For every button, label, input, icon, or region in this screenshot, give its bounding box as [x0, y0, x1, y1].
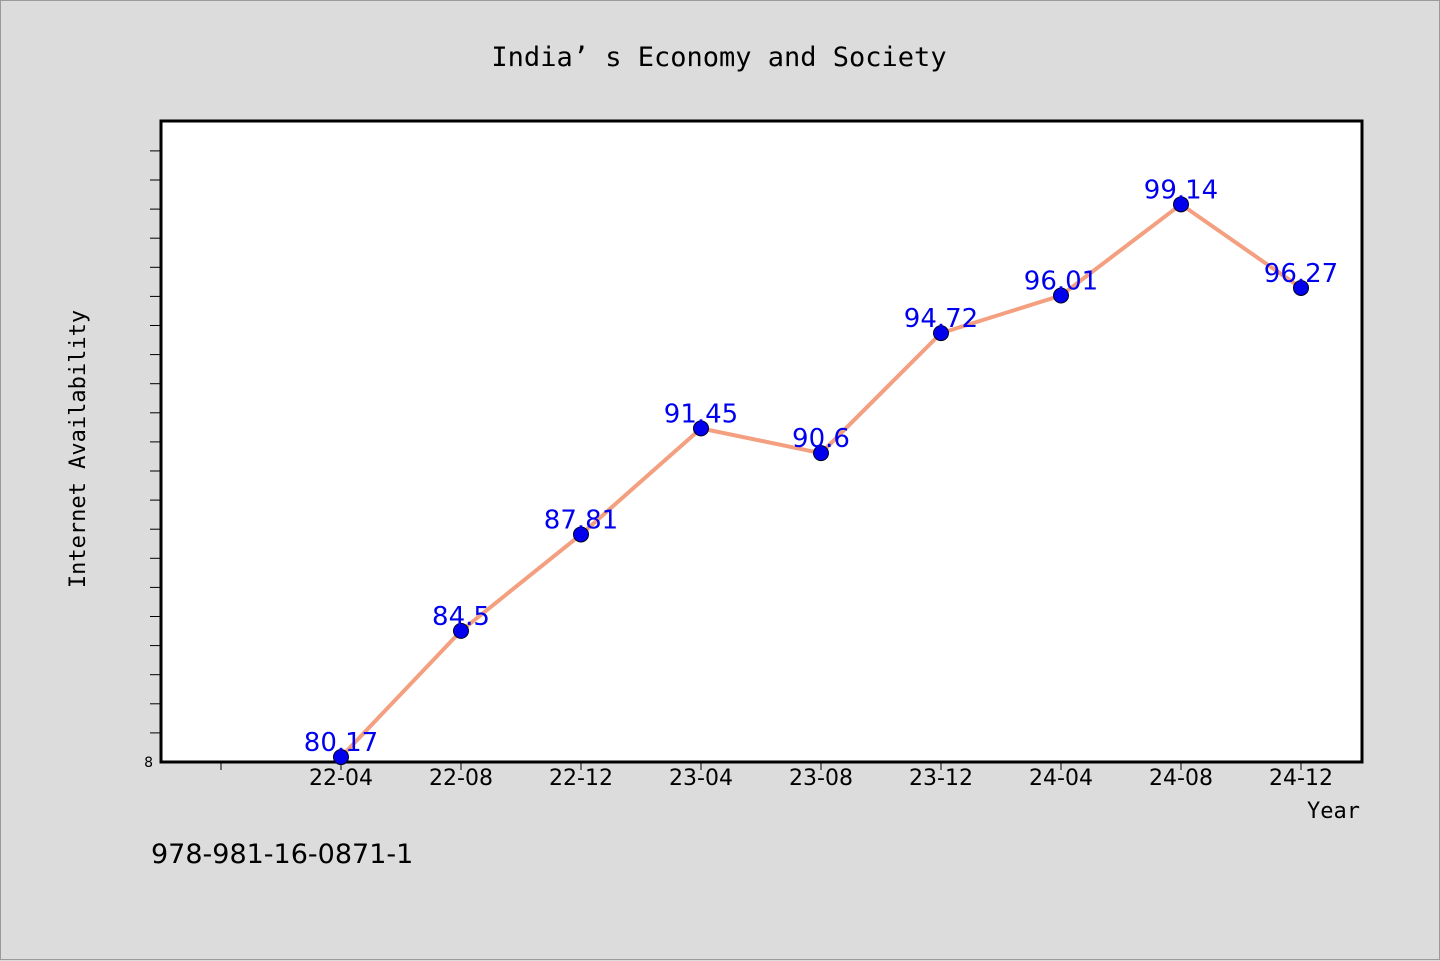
- data-label: 87.81: [544, 505, 618, 535]
- data-point: [1173, 196, 1189, 213]
- data-label: 84.5: [432, 602, 490, 632]
- data-point: [1053, 287, 1069, 304]
- data-label: 91.45: [664, 399, 738, 429]
- data-point: [933, 325, 949, 342]
- footnote: 978-981-16-0871-1: [151, 839, 413, 870]
- x-tick-label: 23-12: [909, 766, 973, 791]
- data-point: [693, 420, 709, 437]
- x-axis-label: Year: [1307, 799, 1360, 824]
- x-tick-label: 23-08: [789, 766, 853, 791]
- data-point: [1293, 279, 1309, 296]
- data-point: [573, 526, 589, 543]
- data-label: 94.72: [904, 304, 978, 334]
- data-label: 96.27: [1264, 259, 1338, 289]
- data-label: 90.6: [792, 424, 850, 454]
- series-markers: [333, 196, 1309, 766]
- data-point: [333, 749, 349, 766]
- chart-title: India’ s Economy and Society: [491, 42, 946, 73]
- data-point: [813, 445, 829, 462]
- x-tick-label: 22-08: [429, 766, 493, 791]
- data-point: [453, 622, 469, 639]
- y-tick-label: 8: [144, 755, 153, 771]
- x-tick-label: 24-04: [1029, 766, 1093, 791]
- x-tick-label: 22-04: [309, 766, 373, 791]
- x-tick-label: 22-12: [549, 766, 613, 791]
- data-label: 80.17: [304, 728, 378, 758]
- data-label: 99.14: [1144, 175, 1218, 205]
- x-tick-label: 23-04: [669, 766, 733, 791]
- data-labels: 80.17 84.5 87.81 91.45 90.6 94.72 96.01 99.14 96…: [304, 175, 1338, 758]
- y-axis-ticks: 8: [144, 150, 161, 771]
- x-axis-ticks: 22-04 22-08 22-12 23-04 23-08 23-12 24-04 24-08…: [220, 762, 1333, 791]
- data-label: 96.01: [1024, 267, 1098, 297]
- x-tick-label: 24-08: [1149, 766, 1213, 791]
- y-axis-label: Internet Availability: [66, 310, 91, 588]
- x-tick-label: 24-12: [1269, 766, 1333, 791]
